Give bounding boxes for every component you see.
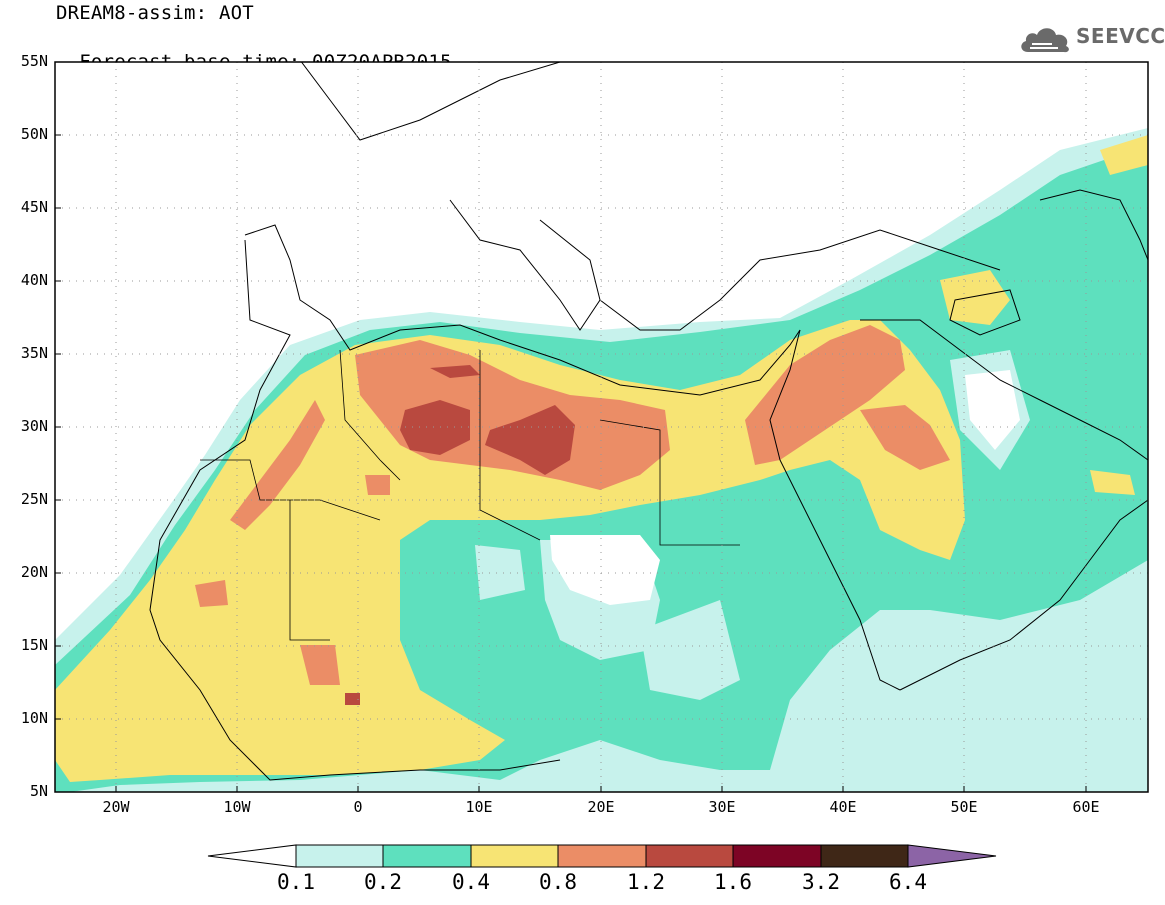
lat-label: 20N [20,563,48,581]
colorbar [207,844,997,868]
colorbar-label: 0.8 [539,870,577,894]
colorbar-label: 3.2 [802,870,840,894]
aot-band-0.1-patches [475,350,1030,700]
colorbar-label: 1.6 [714,870,752,894]
colorbar-under [207,844,297,868]
colorbar-label: 0.4 [452,870,490,894]
map-frame [54,61,1149,793]
lat-label: 15N [20,636,48,654]
lon-label: 60E [1072,798,1100,816]
map-background [55,62,1148,792]
colorbar-label: 1.2 [627,870,665,894]
colorbar-label: 6.4 [889,870,927,894]
lat-label: 35N [20,344,48,362]
aot-clear-areas [550,370,1020,605]
colorbar-swatch-7 [820,844,909,868]
lat-label: 55N [20,52,48,70]
lon-label: 10E [465,798,493,816]
cloud-logo-icon [1021,28,1069,53]
colorbar-swatch-3 [470,844,559,868]
lon-label: 20W [102,798,130,816]
map-title: DREAM8-assim: AOT [56,2,254,24]
lat-label: 50N [20,125,48,143]
aot-band-0.8 [195,325,950,685]
lat-label: 30N [20,417,48,435]
graticule [55,62,1148,792]
logo-text: SEEVCCC [1076,24,1165,48]
country-borders [200,349,740,641]
axis-ticks [55,134,1087,792]
colorbar-swatch-5 [645,844,734,868]
colorbar-swatch-1 [295,844,384,868]
lat-label: 40N [20,271,48,289]
lon-label: 50E [950,798,978,816]
seevccc-logo: SEEVCCC [1018,20,1165,60]
colorbar-over [907,844,997,868]
coastlines [149,62,1148,781]
aot-band-0.2 [55,145,1148,792]
lat-label: 45N [20,198,48,216]
colorbar-swatch-4 [557,844,647,868]
forecast-times: Forecast base time: 00Z20APR2015 valid t… [56,29,833,95]
lat-label: 25N [20,490,48,508]
colorbar-swatch-2 [382,844,472,868]
colorbar-label: 0.2 [364,870,402,894]
lon-label: 10W [223,798,251,816]
lat-label: 10N [20,709,48,727]
colorbar-swatch-6 [732,844,822,868]
colorbar-label: 0.1 [277,870,315,894]
lon-label: 40E [829,798,857,816]
aot-band-0.1 [55,128,1148,792]
valid-time: valid time: 06Z21APR2015 (+30) [484,73,834,95]
lon-label: 30E [708,798,736,816]
lon-label: 20E [587,798,615,816]
aot-band-1.2 [345,365,575,705]
base-time: Forecast base time: 00Z20APR2015 [79,51,452,73]
aot-band-0.4 [55,135,1148,782]
lon-label: 0 [353,798,363,816]
lat-label: 5N [29,782,48,800]
